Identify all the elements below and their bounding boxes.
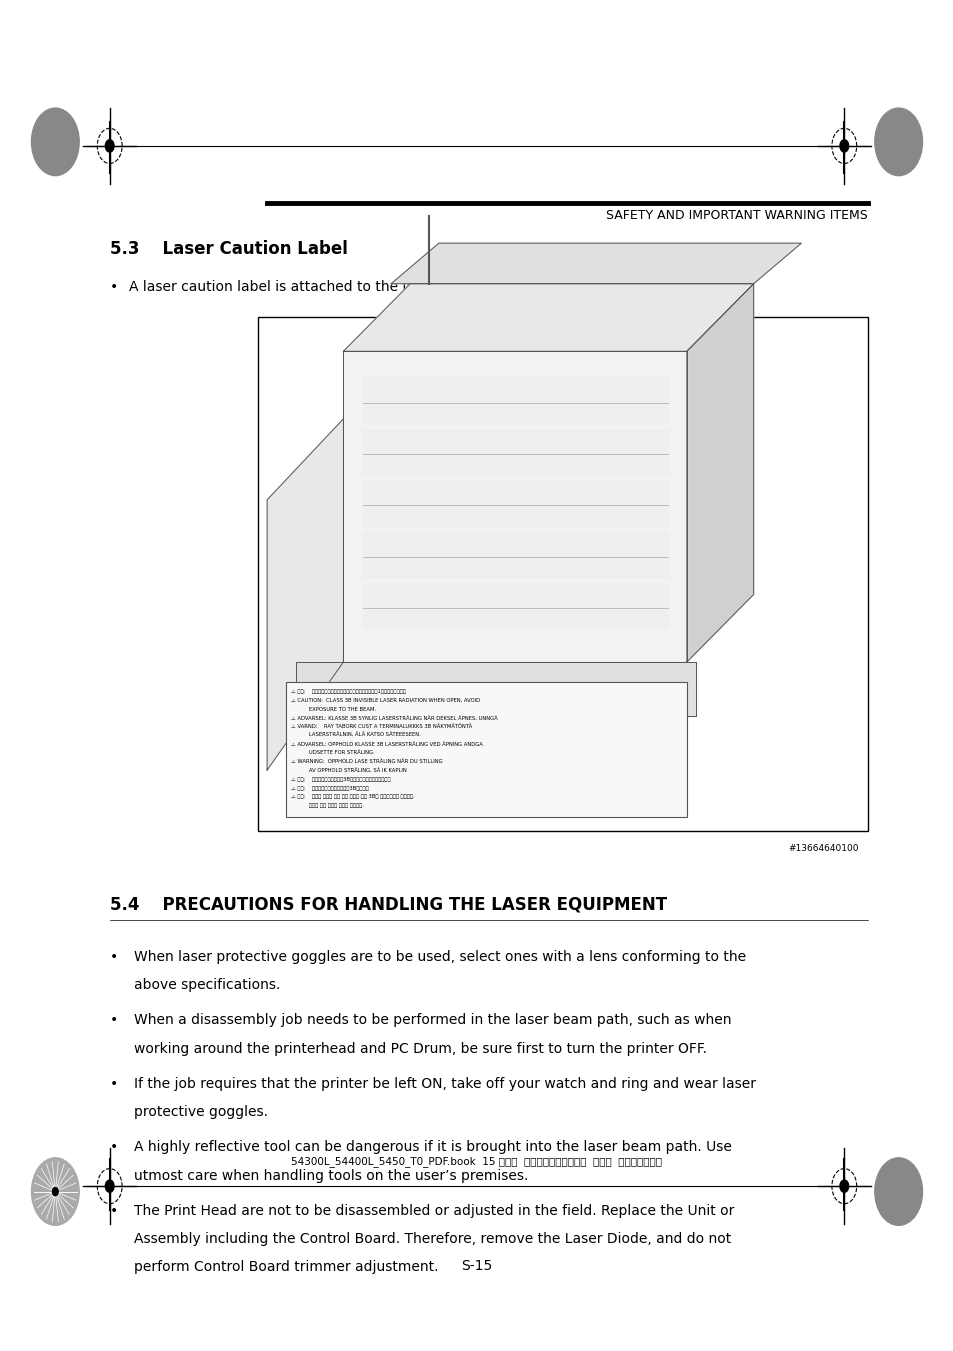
Text: LASERSTRÅLNIN, ÄLÄ KATSO SÄTEEESEEN.: LASERSTRÅLNIN, ÄLÄ KATSO SÄTEEESEEN.	[291, 732, 420, 738]
Text: above specifications.: above specifications.	[133, 978, 279, 992]
Text: ⚠ 注意:    打开机器时，会放出不可见3B级激光束: ⚠ 注意: 打开机器时，会放出不可见3B级激光束	[291, 786, 368, 790]
Circle shape	[105, 1179, 114, 1193]
Text: •: •	[110, 1204, 118, 1217]
Text: UDSETTE FOR STRÅLING.: UDSETTE FOR STRÅLING.	[291, 751, 375, 755]
Circle shape	[105, 139, 114, 153]
Text: AV OPPHOLD STRÅLING, SÅ IK KAPLIN: AV OPPHOLD STRÅLING, SÅ IK KAPLIN	[291, 767, 406, 773]
Circle shape	[874, 108, 922, 176]
Circle shape	[31, 1158, 79, 1225]
Polygon shape	[362, 532, 667, 577]
Bar	[257, 317, 867, 831]
Text: •: •	[110, 1140, 118, 1154]
Polygon shape	[391, 243, 801, 284]
Polygon shape	[362, 584, 667, 628]
Text: perform Control Board trimmer adjustment.: perform Control Board trimmer adjustment…	[133, 1260, 437, 1274]
Text: 5.3    Laser Caution Label: 5.3 Laser Caution Label	[110, 240, 347, 258]
Polygon shape	[362, 378, 667, 423]
Text: 54300L_54400L_5450_T0_PDF.book  15 ページ  ２００５年４月１２日  火曜日  午後４時４９分: 54300L_54400L_5450_T0_PDF.book 15 ページ ２０…	[292, 1156, 661, 1167]
Text: ⚠ ADVARSEL: OPPHOLD KLASSE 3B LASERSTRÅLING VED ÅPNING ANDGA: ⚠ ADVARSEL: OPPHOLD KLASSE 3B LASERSTRÅL…	[291, 742, 482, 747]
Text: A highly reflective tool can be dangerous if it is brought into the laser beam p: A highly reflective tool can be dangerou…	[133, 1140, 731, 1154]
Polygon shape	[362, 430, 667, 474]
Text: SAFETY AND IMPORTANT WARNING ITEMS: SAFETY AND IMPORTANT WARNING ITEMS	[606, 209, 867, 223]
Text: working around the printerhead and PC Drum, be sure first to turn the printer OF: working around the printerhead and PC Dr…	[133, 1042, 706, 1055]
Text: ⚠ 注意:    打开时会放出不可见的3B类激光辐射。避免照射光束。: ⚠ 注意: 打开时会放出不可见的3B类激光辐射。避免照射光束。	[291, 777, 390, 782]
Text: ⚠ ADVARSEL: KLASSE 3B SYNLIG LASERSTRÅLING NÅR DEKSEL ÅPNES, UNNGÅ: ⚠ ADVARSEL: KLASSE 3B SYNLIG LASERSTRÅLI…	[291, 716, 497, 720]
Circle shape	[31, 108, 79, 176]
Text: 피부와 눈에 쁨이지 않도록 하십시오.: 피부와 눈에 쁨이지 않도록 하십시오.	[291, 802, 363, 808]
Circle shape	[52, 1188, 58, 1196]
Text: •: •	[110, 1077, 118, 1090]
Text: •: •	[110, 280, 118, 293]
Text: ⚠ 注意:    このほしとのカラーレーザープリンタはクラス1レーザ製品です。: ⚠ 注意: このほしとのカラーレーザープリンタはクラス1レーザ製品です。	[291, 689, 405, 694]
Polygon shape	[686, 284, 753, 662]
Text: utmost care when handling tools on the user’s premises.: utmost care when handling tools on the u…	[133, 1169, 527, 1182]
Polygon shape	[295, 662, 696, 716]
Circle shape	[839, 1179, 848, 1193]
Circle shape	[874, 1158, 922, 1225]
Text: ⚠ WARNING:  OPPHOLD LASE STRÅLING NÅR DU STILLING: ⚠ WARNING: OPPHOLD LASE STRÅLING NÅR DU …	[291, 759, 442, 765]
Polygon shape	[362, 481, 667, 526]
Text: S-15: S-15	[461, 1259, 492, 1273]
Text: ⚠ VARND:    RAY TABORK CUST A TERMINALUKKKS 3B NÄKYMÄTÖNTÄ: ⚠ VARND: RAY TABORK CUST A TERMINALUKKKS…	[291, 724, 472, 730]
Text: ⚠ 주의:    덮개를 열었을 때는 눈에 보이지 않는 3B급 레이저광선이 나옵니다.: ⚠ 주의: 덮개를 열었을 때는 눈에 보이지 않는 3B급 레이저광선이 나옵…	[291, 794, 415, 800]
Text: 5.4    PRECAUTIONS FOR HANDLING THE LASER EQUIPMENT: 5.4 PRECAUTIONS FOR HANDLING THE LASER E…	[110, 896, 666, 913]
Text: EXPOSURE TO THE BEAM.: EXPOSURE TO THE BEAM.	[291, 707, 375, 712]
Text: ⚠ CAUTION:  CLASS 3B INVISIBLE LASER RADIATION WHEN OPEN, AVOID: ⚠ CAUTION: CLASS 3B INVISIBLE LASER RADI…	[291, 698, 479, 703]
Polygon shape	[343, 351, 686, 662]
Bar	[286, 682, 686, 817]
Text: When a disassembly job needs to be performed in the laser beam path, such as whe: When a disassembly job needs to be perfo…	[133, 1013, 730, 1027]
Text: When laser protective goggles are to be used, select ones with a lens conforming: When laser protective goggles are to be …	[133, 950, 745, 963]
Text: •: •	[110, 1013, 118, 1027]
Circle shape	[839, 139, 848, 153]
Text: #13664640100: #13664640100	[787, 844, 858, 854]
Text: If the job requires that the printer be left ON, take off your watch and ring an: If the job requires that the printer be …	[133, 1077, 755, 1090]
Polygon shape	[267, 419, 343, 770]
Text: •: •	[110, 950, 118, 963]
Text: The Print Head are not to be disassembled or adjusted in the field. Replace the : The Print Head are not to be disassemble…	[133, 1204, 733, 1217]
Text: protective goggles.: protective goggles.	[133, 1105, 267, 1119]
Text: Assembly including the Control Board. Therefore, remove the Laser Diode, and do : Assembly including the Control Board. Th…	[133, 1232, 730, 1246]
Text: A laser caution label is attached to the inside of the machine as shown below.: A laser caution label is attached to the…	[129, 280, 669, 293]
Polygon shape	[343, 284, 753, 351]
